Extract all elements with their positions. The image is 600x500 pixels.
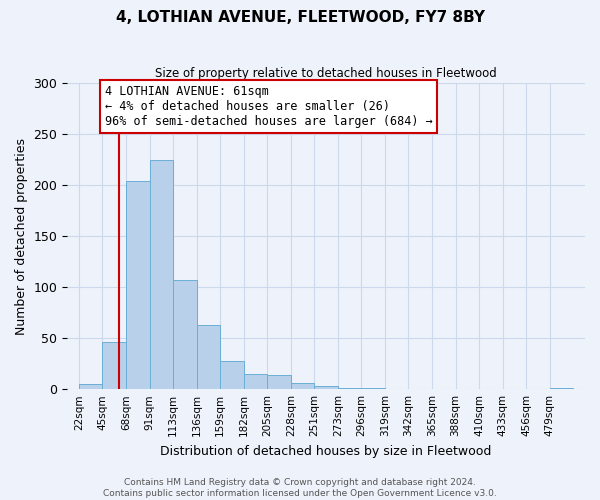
Bar: [220, 360, 244, 389]
Text: 4, LOTHIAN AVENUE, FLEETWOOD, FY7 8BY: 4, LOTHIAN AVENUE, FLEETWOOD, FY7 8BY: [115, 10, 485, 25]
X-axis label: Distribution of detached houses by size in Fleetwood: Distribution of detached houses by size …: [160, 444, 492, 458]
Text: Contains HM Land Registry data © Crown copyright and database right 2024.
Contai: Contains HM Land Registry data © Crown c…: [103, 478, 497, 498]
Bar: [550, 388, 573, 389]
Bar: [291, 383, 314, 389]
Bar: [361, 388, 385, 389]
Bar: [79, 384, 103, 389]
Bar: [314, 386, 338, 389]
Bar: [126, 181, 149, 389]
Bar: [338, 388, 361, 389]
Bar: [244, 374, 267, 389]
Bar: [173, 280, 197, 389]
Bar: [103, 342, 126, 389]
Text: 4 LOTHIAN AVENUE: 61sqm
← 4% of detached houses are smaller (26)
96% of semi-det: 4 LOTHIAN AVENUE: 61sqm ← 4% of detached…: [104, 85, 432, 128]
Y-axis label: Number of detached properties: Number of detached properties: [15, 138, 28, 334]
Bar: [197, 325, 220, 389]
Title: Size of property relative to detached houses in Fleetwood: Size of property relative to detached ho…: [155, 68, 497, 80]
Bar: [267, 375, 291, 389]
Bar: [149, 160, 173, 389]
